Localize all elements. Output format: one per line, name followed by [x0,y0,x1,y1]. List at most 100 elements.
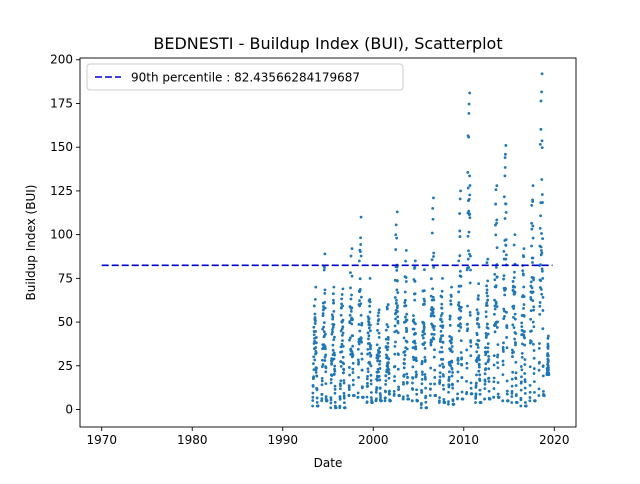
data-point [422,328,426,332]
data-point [342,371,345,375]
data-point-peak [404,248,408,252]
data-point [450,341,453,344]
data-point [348,313,352,317]
data-point [487,380,491,383]
data-point [458,235,462,238]
data-point [350,306,354,310]
data-point [333,384,337,388]
data-point [501,359,505,363]
data-point [403,353,407,357]
data-point [377,370,380,374]
data-point [387,371,391,375]
data-point [422,289,426,293]
data-point [394,301,398,305]
data-point [423,299,426,303]
data-point [469,344,473,348]
data-point [366,348,370,351]
data-point [415,392,419,396]
data-point [546,336,550,340]
data-point [360,321,364,325]
data-point-peak [341,287,345,291]
data-point [397,387,401,391]
data-point-peak [377,308,381,312]
data-point [494,284,498,288]
data-point [415,388,418,392]
data-point-peak [323,252,327,256]
data-point [450,360,454,364]
data-point [357,360,361,364]
data-point [466,304,469,308]
data-point [412,356,415,359]
data-point [432,332,436,336]
data-point [359,295,363,299]
data-point [413,265,417,269]
data-point [329,398,333,402]
data-point [367,321,371,324]
data-point [342,396,346,400]
data-point [404,276,408,279]
data-point [511,355,514,358]
data-point [476,316,480,320]
data-point [522,306,525,310]
data-point [423,346,427,350]
data-point [430,332,434,336]
data-point [458,197,462,201]
data-point [330,362,334,365]
data-point [495,305,499,308]
data-point [547,368,550,372]
data-point [501,399,505,403]
data-point [511,323,515,327]
data-point [369,344,373,347]
data-point [503,174,507,178]
data-point [484,362,488,366]
data-point [495,218,499,222]
data-point [320,383,324,387]
data-point [340,293,344,296]
data-point [461,397,465,401]
data-point [459,351,463,354]
data-point [358,304,362,308]
data-point-peak [522,247,526,251]
data-point [522,303,526,306]
data-point [394,248,398,251]
data-point [487,354,491,358]
data-point [412,327,416,331]
data-point [528,383,532,387]
data-point [322,325,326,329]
data-point [478,392,482,396]
data-point [531,224,535,228]
data-point [374,390,378,394]
data-point [386,325,390,329]
data-point [412,318,416,322]
data-point [485,291,489,295]
data-point [467,266,470,269]
data-point [538,312,542,316]
data-point [370,391,373,394]
data-point [357,375,360,379]
data-point [468,212,472,216]
data-point [413,279,417,283]
data-point [439,324,443,328]
data-point [415,373,418,376]
data-point [537,394,541,397]
data-point [367,317,371,320]
data-point [502,277,505,281]
data-point [311,384,315,388]
x-tick-label: 1990 [267,433,298,447]
data-point [531,320,535,324]
data-point [360,340,363,344]
data-point-peak [504,144,508,147]
data-point [320,379,324,383]
data-point [393,375,396,378]
data-point [505,392,509,396]
data-point [505,326,509,330]
data-point [510,401,514,404]
data-point [540,90,544,94]
data-point [379,393,382,397]
data-point [452,402,456,406]
data-point [496,355,499,359]
data-point [456,362,460,365]
y-tick-label: 25 [58,359,73,373]
data-point [342,394,346,398]
